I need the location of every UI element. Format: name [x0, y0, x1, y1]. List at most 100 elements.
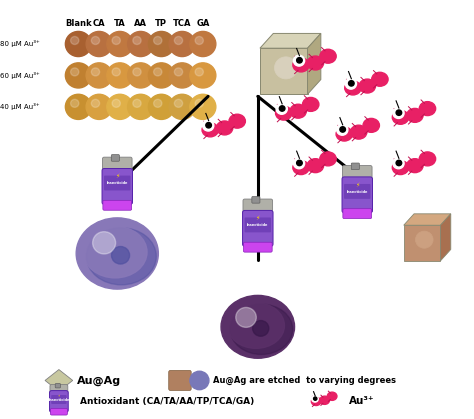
Circle shape [396, 110, 401, 115]
Polygon shape [45, 370, 73, 391]
Text: AA: AA [134, 19, 147, 28]
Ellipse shape [345, 81, 361, 95]
Text: 40 μM Au³⁺: 40 μM Au³⁺ [0, 103, 39, 110]
Text: ⚡: ⚡ [255, 216, 260, 221]
FancyBboxPatch shape [102, 157, 132, 173]
FancyBboxPatch shape [344, 184, 371, 199]
FancyBboxPatch shape [102, 168, 133, 204]
Ellipse shape [363, 119, 379, 132]
Text: Insecticide: Insecticide [346, 190, 368, 194]
Polygon shape [440, 214, 451, 261]
FancyBboxPatch shape [111, 155, 119, 161]
Circle shape [393, 158, 404, 169]
Circle shape [112, 36, 120, 44]
Ellipse shape [83, 226, 147, 278]
Text: TP: TP [155, 19, 167, 28]
Circle shape [133, 36, 141, 44]
Text: Blank: Blank [65, 19, 91, 28]
Circle shape [195, 99, 203, 107]
Circle shape [71, 36, 79, 44]
Circle shape [154, 68, 162, 76]
Circle shape [195, 36, 203, 44]
Circle shape [65, 31, 91, 57]
Ellipse shape [228, 303, 284, 348]
Ellipse shape [407, 159, 423, 173]
FancyBboxPatch shape [50, 409, 67, 415]
Ellipse shape [307, 159, 324, 173]
Circle shape [91, 68, 100, 76]
Ellipse shape [86, 228, 156, 285]
Circle shape [415, 231, 433, 248]
Ellipse shape [336, 127, 353, 141]
Circle shape [293, 55, 305, 66]
Text: Au@Ag: Au@Ag [77, 375, 121, 385]
FancyBboxPatch shape [342, 177, 373, 213]
Circle shape [337, 124, 348, 135]
Circle shape [169, 31, 195, 57]
Circle shape [133, 68, 141, 76]
Circle shape [274, 57, 297, 79]
Text: CA: CA [93, 19, 105, 28]
Polygon shape [308, 34, 321, 94]
Circle shape [169, 94, 195, 119]
FancyBboxPatch shape [343, 209, 372, 219]
Ellipse shape [275, 106, 292, 120]
Ellipse shape [221, 295, 294, 358]
Ellipse shape [293, 160, 309, 175]
Circle shape [174, 36, 182, 44]
Circle shape [396, 160, 401, 166]
Circle shape [112, 68, 120, 76]
Circle shape [346, 78, 356, 89]
Circle shape [86, 63, 112, 88]
Text: Antioxidant (CA/TA/AA/TP/TCA/GA): Antioxidant (CA/TA/AA/TP/TCA/GA) [80, 397, 254, 406]
Ellipse shape [202, 123, 219, 137]
Circle shape [128, 31, 154, 57]
Ellipse shape [293, 58, 309, 72]
FancyBboxPatch shape [104, 176, 130, 191]
Ellipse shape [350, 125, 367, 139]
Circle shape [293, 158, 305, 169]
Circle shape [148, 94, 174, 119]
Circle shape [393, 108, 404, 119]
Circle shape [133, 99, 141, 107]
Text: Insecticide: Insecticide [107, 181, 128, 185]
Text: Insecticide: Insecticide [48, 398, 70, 402]
Circle shape [276, 103, 287, 114]
Circle shape [111, 246, 129, 264]
Ellipse shape [372, 72, 388, 86]
Circle shape [91, 99, 100, 107]
Circle shape [65, 94, 91, 119]
Ellipse shape [76, 218, 158, 289]
FancyBboxPatch shape [243, 199, 273, 215]
Circle shape [348, 80, 354, 86]
Text: 60 μM Au³⁺: 60 μM Au³⁺ [0, 72, 39, 79]
Text: Au@Ag are etched  to varying degrees: Au@Ag are etched to varying degrees [213, 376, 396, 385]
Circle shape [312, 396, 319, 402]
Circle shape [154, 99, 162, 107]
FancyBboxPatch shape [245, 217, 271, 233]
Circle shape [279, 106, 285, 111]
FancyBboxPatch shape [50, 385, 68, 395]
Ellipse shape [327, 392, 337, 401]
Circle shape [107, 94, 133, 119]
FancyBboxPatch shape [342, 166, 372, 181]
Ellipse shape [359, 79, 375, 93]
Circle shape [128, 63, 154, 88]
Text: ⚡: ⚡ [115, 174, 119, 179]
Ellipse shape [419, 102, 436, 116]
Ellipse shape [419, 152, 436, 166]
Circle shape [148, 63, 174, 88]
FancyBboxPatch shape [244, 242, 272, 252]
Ellipse shape [307, 56, 324, 70]
Circle shape [86, 94, 112, 119]
Text: GA: GA [196, 19, 210, 28]
FancyBboxPatch shape [351, 163, 359, 170]
Circle shape [174, 99, 182, 107]
Circle shape [65, 63, 91, 88]
Circle shape [236, 308, 256, 327]
Circle shape [86, 31, 112, 57]
Circle shape [112, 99, 120, 107]
Circle shape [174, 68, 182, 76]
Circle shape [128, 94, 154, 119]
Circle shape [190, 94, 216, 119]
